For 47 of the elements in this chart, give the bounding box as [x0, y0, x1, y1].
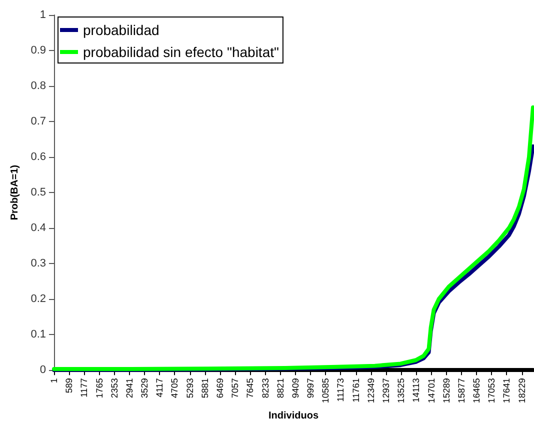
y-tick-label: 0.2 — [30, 293, 46, 306]
x-tick-label: 16465 — [472, 378, 482, 404]
x-tick-label: 5293 — [184, 378, 195, 398]
x-tick-label: 14113 — [411, 378, 422, 402]
x-tick-label: 4705 — [170, 378, 180, 398]
y-tick-label: 0.8 — [30, 80, 46, 92]
x-tick-label: 12349 — [366, 378, 376, 404]
x-tick-label: 11761 — [350, 378, 361, 402]
x-tick-label: 8233 — [260, 378, 270, 398]
x-tick-label: 2941 — [124, 378, 134, 398]
y-tick-label: 1 — [40, 9, 46, 21]
x-tick-label: 15289 — [441, 378, 452, 404]
x-tick-label: 2353 — [109, 378, 120, 398]
x-tick-label: 11173 — [336, 378, 346, 402]
legend-label: probabilidad sin efecto "habitat" — [83, 44, 279, 60]
x-tick-label: 1177 — [79, 378, 90, 398]
x-tick-label: 18229 — [516, 378, 527, 404]
y-tick-label: 0.6 — [30, 151, 46, 164]
x-axis-title: Individuos — [268, 410, 319, 422]
x-tick-label: 1 — [49, 378, 59, 384]
x-tick-label: 7057 — [230, 378, 240, 398]
x-tick-label: 12937 — [381, 378, 392, 404]
y-tick-label: 0.7 — [30, 116, 46, 128]
x-tick-label: 4117 — [154, 378, 165, 398]
x-tick-label: 10585 — [320, 378, 331, 404]
x-tick-label: 589 — [64, 378, 74, 394]
legend-label: probabilidad — [83, 22, 160, 38]
x-tick-label: 17641 — [502, 378, 512, 404]
x-tick-label: 15877 — [456, 378, 466, 404]
x-tick-label: 3529 — [140, 378, 150, 398]
x-tick-label: 17053 — [486, 378, 497, 404]
y-tick-label: 0.3 — [30, 258, 46, 270]
x-tick-label: 5881 — [200, 378, 210, 398]
y-tick-label: 0.5 — [30, 186, 46, 199]
x-tick-label: 14701 — [426, 378, 436, 404]
x-tick-label: 8821 — [275, 378, 286, 398]
y-tick-label: 0.1 — [30, 328, 46, 341]
y-axis-title: Prob(BA=1) — [9, 164, 20, 220]
x-tick-label: 13525 — [396, 378, 406, 404]
x-tick-label: 9997 — [306, 378, 316, 398]
x-tick-label: 7645 — [245, 378, 256, 398]
x-tick-label: 9409 — [290, 378, 300, 398]
x-tick-label: 1765 — [94, 378, 104, 398]
y-tick-label: 0 — [40, 364, 46, 376]
y-tick-label: 0.9 — [30, 44, 46, 57]
y-tick-label: 0.4 — [30, 222, 46, 234]
x-tick-label: 6469 — [215, 378, 226, 398]
